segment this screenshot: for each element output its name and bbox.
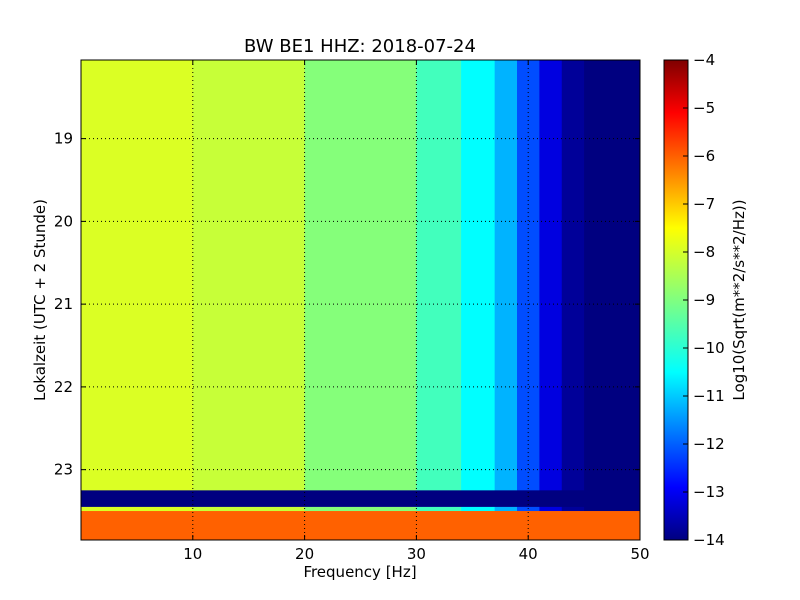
x-tick-label: 20: [295, 545, 314, 563]
spectrum-column: [192, 60, 306, 540]
event-band: [81, 511, 640, 540]
colorbar-tick-label: −11: [693, 387, 725, 405]
spectrum-column: [304, 60, 417, 540]
y-tick-label: 19: [54, 130, 73, 148]
colorbar-tick-label: −7: [693, 195, 715, 213]
y-tick-label: 21: [54, 295, 73, 313]
spectrum-column: [81, 60, 194, 540]
colorbar-tick-label: −14: [693, 531, 725, 549]
y-tick-label: 22: [54, 378, 73, 396]
colorbar-tick-label: −13: [693, 483, 725, 501]
spectrum-column: [561, 60, 585, 540]
x-axis-label: Frequency [Hz]: [303, 563, 416, 581]
plot-frame: [80, 59, 641, 541]
colorbar-tick-label: −8: [693, 243, 715, 261]
spectrum-column: [494, 60, 518, 540]
spectrum-column: [461, 60, 496, 540]
grid-lines: [81, 60, 640, 540]
y-tick-label: 23: [54, 461, 73, 479]
y-axis-label: Lokalzeit (UTC + 2 Stunde): [31, 199, 49, 401]
spectrum-column: [416, 60, 462, 540]
spectrum-column: [584, 60, 640, 540]
plot-area: [81, 60, 640, 540]
colorbar-tick-label: −6: [693, 147, 715, 165]
x-tick-label: 30: [407, 545, 426, 563]
x-tick-label: 50: [630, 545, 649, 563]
x-tick-label: 40: [519, 545, 538, 563]
colorbar-tick-label: −5: [693, 99, 715, 117]
y-tick-label: 20: [54, 212, 73, 230]
colorbar-tick-label: −12: [693, 435, 725, 453]
x-tick-label: 10: [183, 545, 202, 563]
chart-title: BW BE1 HHZ: 2018-07-24: [244, 36, 476, 57]
colorbar-label: Log10(Sqrt(m**2/s**2/Hz)): [730, 199, 748, 400]
event-band: [81, 490, 640, 507]
spectrum-column: [539, 60, 563, 540]
colorbar-tick-label: −4: [693, 51, 715, 69]
colorbar-tick-label: −10: [693, 339, 725, 357]
colorbar-tick-label: −9: [693, 291, 715, 309]
